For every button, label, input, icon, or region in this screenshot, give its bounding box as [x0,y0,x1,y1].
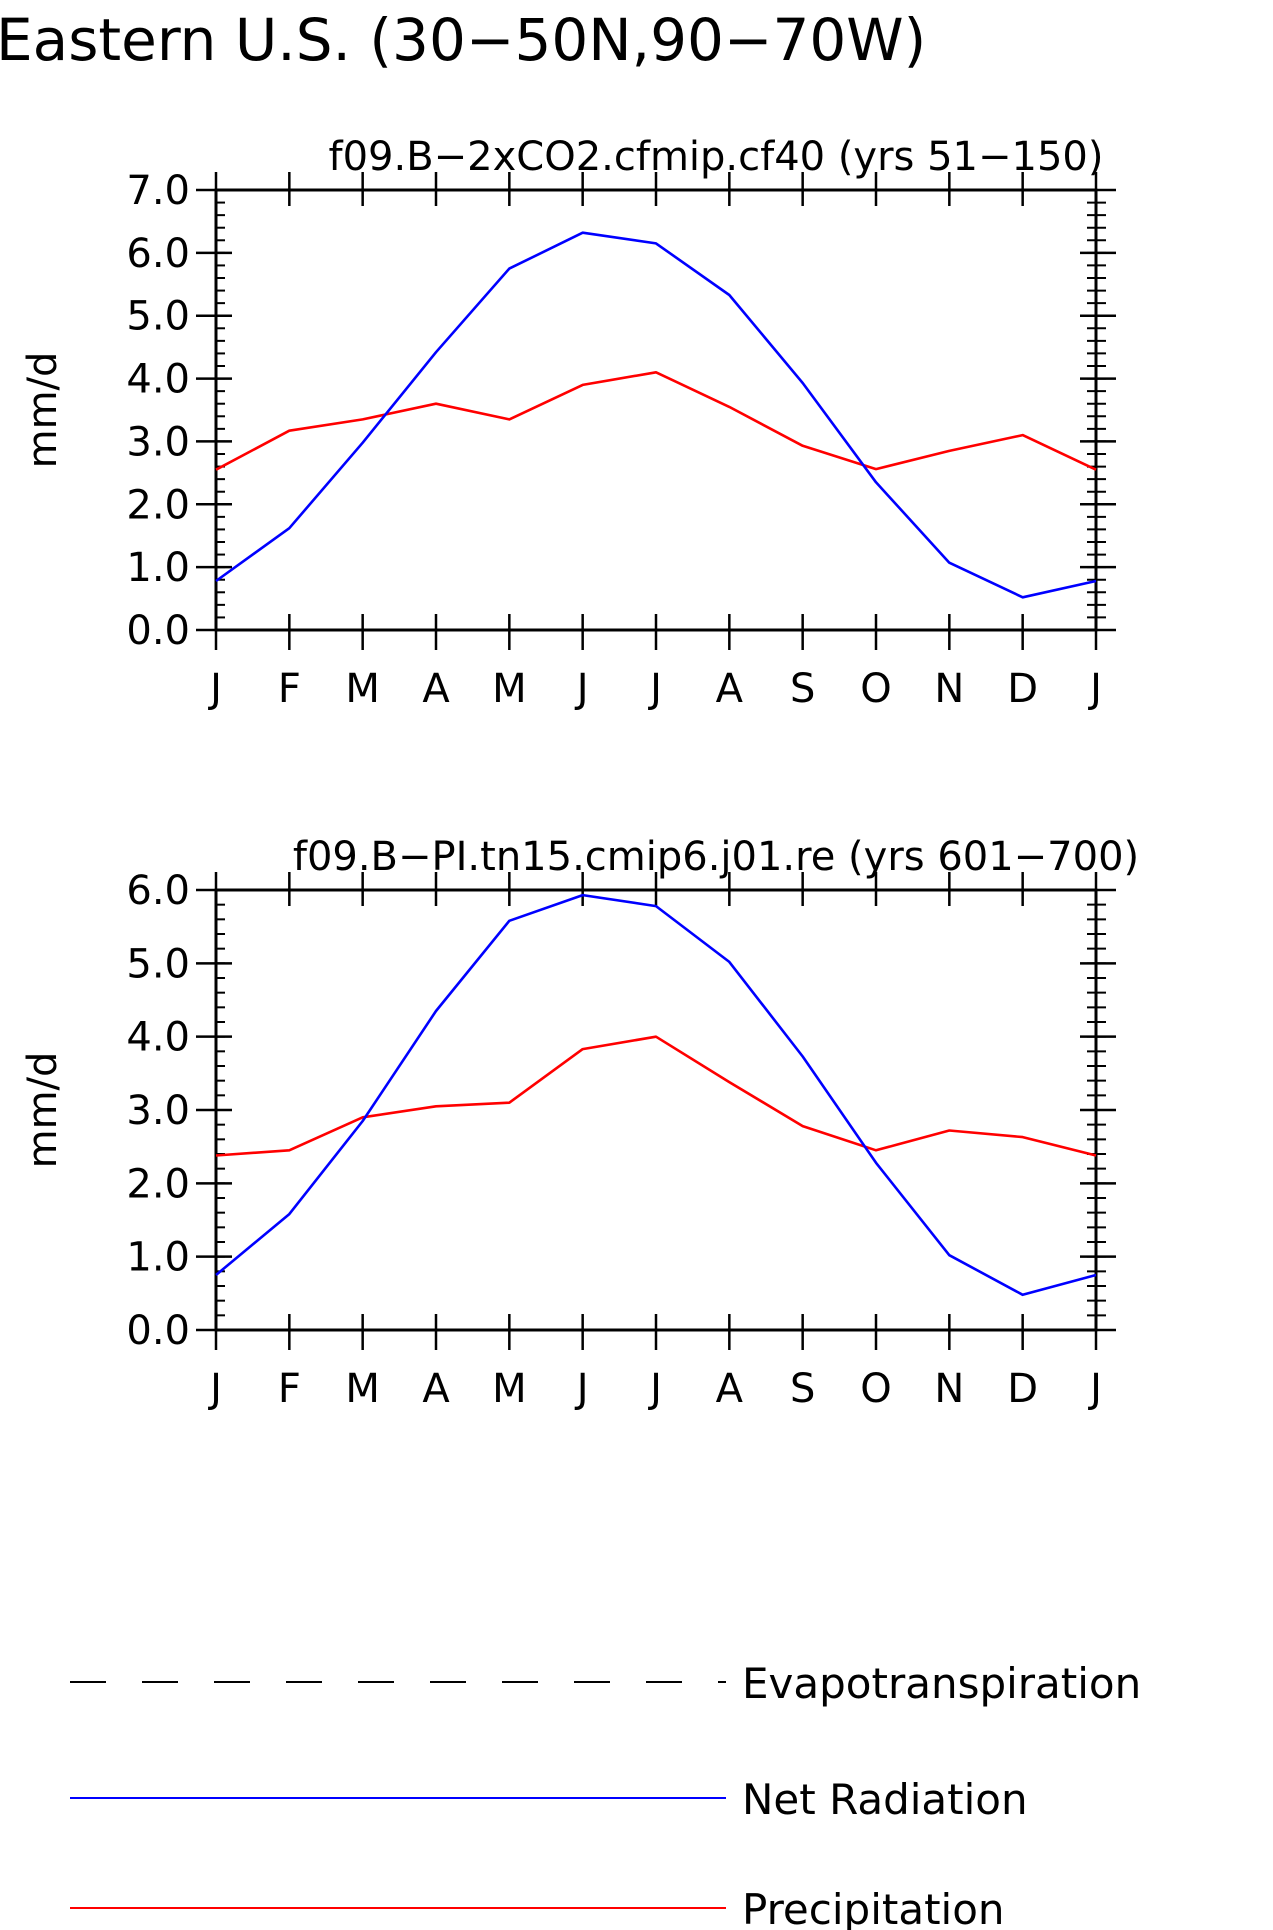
x-tick-label: A [422,1366,450,1412]
x-tick-label: O [860,1366,891,1412]
series-line-precipitation [215,1035,1097,1157]
x-tick-label: J [207,1366,222,1412]
y-tick-label: 1.0 [126,545,190,591]
chart-panels: f09.B−2xCO2.cfmip.cf40 (yrs 51−150) mm/d 0… [20,134,1139,1412]
chart-panel-1: f09.B−2xCO2.cfmip.cf40 (yrs 51−150) mm/d 0… [20,134,1116,712]
y-tick-label: 0.0 [126,608,190,654]
legend-item-precipitation: Precipitation [70,1885,1005,1930]
series-line-net-radiation [215,231,1097,599]
y-tick-label: 5.0 [126,941,190,987]
x-tick-label: J [1087,666,1102,712]
y-tick-label: 2.0 [126,1161,190,1207]
x-tick-label: O [860,666,891,712]
y-tick-label: 4.0 [126,357,190,403]
y-tick-label: 1.0 [126,1235,190,1281]
chart-title: f09.B−2xCO2.cfmip.cf40 (yrs 51−150) [329,134,1104,180]
x-tick-label: J [647,1366,662,1412]
x-tick-label: M [492,1366,527,1412]
x-tick-label: J [574,1366,589,1412]
x-tick-label: J [207,666,222,712]
x-tick-label: F [278,1366,301,1412]
x-tick-label: M [492,666,527,712]
y-tick-label: 5.0 [126,294,190,340]
chart-panel-2: f09.B−PI.tn15.cmip6.j01.re (yrs 601−700)… [20,834,1139,1412]
x-tick-label: N [934,1366,964,1412]
legend-item-net-radiation: Net Radiation [70,1775,1028,1824]
y-tick-label: 4.0 [126,1015,190,1061]
y-axis-label: mm/d [20,1052,66,1169]
x-tick-label: D [1007,1366,1038,1412]
x-tick-label: D [1007,666,1038,712]
x-tick-label: A [422,666,450,712]
x-tick-label: A [716,1366,744,1412]
x-tick-label: J [1087,1366,1102,1412]
plot-frame [214,888,1098,1332]
y-tick-label: 6.0 [126,231,190,277]
x-tick-label: J [647,666,662,712]
legend-label: Net Radiation [742,1775,1028,1824]
series-line-precipitation [215,370,1097,471]
y-tick-label: 7.0 [126,168,190,214]
y-tick-label: 3.0 [126,419,190,465]
plot-frame [214,188,1098,632]
legend-item-evapotranspiration: Evapotranspiration [70,1659,1141,1708]
x-tick-label: S [790,1366,815,1412]
x-tick-label: N [934,666,964,712]
legend-label: Evapotranspiration [742,1659,1141,1708]
y-axis-label: mm/d [20,352,66,469]
series-line-net-radiation [215,893,1097,1297]
x-tick-label: A [716,666,744,712]
x-tick-label: J [574,666,589,712]
x-tick-label: M [345,666,380,712]
x-tick-label: M [345,1366,380,1412]
x-tick-label: F [278,666,301,712]
figure-title: Eastern U.S. (30−50N,90−70W) [0,6,926,74]
legend: Evapotranspiration Net Radiation Precipita… [70,1659,1141,1930]
legend-label: Precipitation [742,1885,1005,1930]
y-tick-label: 2.0 [126,482,190,528]
x-tick-label: S [790,666,815,712]
chart-title: f09.B−PI.tn15.cmip6.j01.re (yrs 601−700) [293,834,1139,880]
y-tick-label: 6.0 [126,868,190,914]
y-tick-label: 3.0 [126,1088,190,1134]
y-tick-label: 0.0 [126,1308,190,1354]
